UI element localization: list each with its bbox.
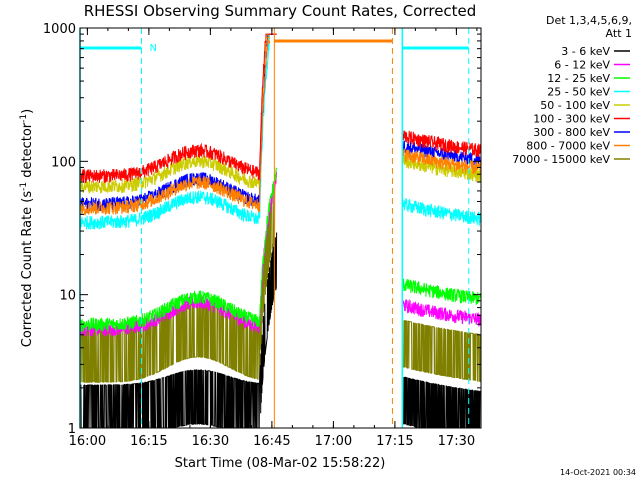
chart-title: RHESSI Observing Summary Count Rates, Co… bbox=[84, 2, 477, 20]
legend-entry-1: 6 - 12 keV bbox=[554, 59, 610, 72]
legend-title-line1: Det 1,3,4,5,6,9, bbox=[546, 14, 632, 27]
series-line-3-pre bbox=[79, 33, 277, 230]
x-axis: 16:00 16:15 16:30 16:45 17:00 17:15 17:30 bbox=[69, 28, 478, 449]
series-line-6-post bbox=[401, 139, 482, 167]
x-tick-label-4: 17:00 bbox=[315, 434, 352, 449]
legend-entry-4: 50 - 100 keV bbox=[540, 99, 610, 112]
plot-frame bbox=[79, 27, 482, 429]
x-tick-label-3: 16:45 bbox=[253, 434, 290, 449]
series-line-2-pre bbox=[79, 167, 278, 333]
series-line-5-post bbox=[401, 130, 482, 158]
legend-entry-3: 25 - 50 keV bbox=[547, 86, 610, 99]
y-tick-label-3: 1000 bbox=[43, 22, 76, 37]
legend-entry-7: 800 - 7000 keV bbox=[526, 140, 610, 153]
y-axis: 1 10 100 1000 bbox=[43, 22, 481, 437]
series-layer bbox=[79, 33, 482, 429]
legend-entry-2: 12 - 25 keV bbox=[547, 72, 610, 85]
series-line-6-pre bbox=[79, 33, 277, 212]
footer-timestamp: 14-Oct-2021 00:34 bbox=[560, 468, 636, 477]
legend-title-line2: Att 1 bbox=[606, 27, 632, 40]
legend-entry-5: 100 - 300 keV bbox=[533, 113, 610, 126]
x-tick-label-6: 17:30 bbox=[438, 434, 475, 449]
y-tick-label-1: 10 bbox=[59, 289, 76, 304]
series-line-5-pre bbox=[79, 33, 277, 184]
x-tick-label-0: 16:00 bbox=[69, 434, 106, 449]
legend-entry-6: 300 - 800 keV bbox=[533, 126, 610, 139]
series-line-3-post bbox=[401, 198, 482, 227]
legend-entry-8: 7000 - 15000 keV bbox=[512, 153, 610, 166]
y-tick-label-2: 100 bbox=[51, 155, 76, 170]
x-tick-label-5: 17:15 bbox=[376, 434, 413, 449]
y-tick-label-0: 1 bbox=[68, 422, 76, 437]
x-axis-label: Start Time (08-Mar-02 15:58:22) bbox=[175, 456, 386, 471]
x-tick-label-2: 16:30 bbox=[192, 434, 229, 449]
series-line-1-post bbox=[401, 298, 482, 327]
series-line-8-post bbox=[402, 319, 482, 383]
series-line-7-pre bbox=[79, 33, 277, 217]
x-tick-label-1: 16:15 bbox=[130, 434, 167, 449]
annotation-N: N bbox=[150, 43, 157, 54]
series-line-7-post bbox=[401, 148, 482, 175]
series-line-2-post bbox=[401, 278, 482, 305]
legend-entry-0: 3 - 6 keV bbox=[561, 45, 610, 58]
y-axis-label: Corrected Count Rate (s-1 detector-1) bbox=[19, 109, 35, 347]
annotation-S: S bbox=[264, 36, 270, 47]
